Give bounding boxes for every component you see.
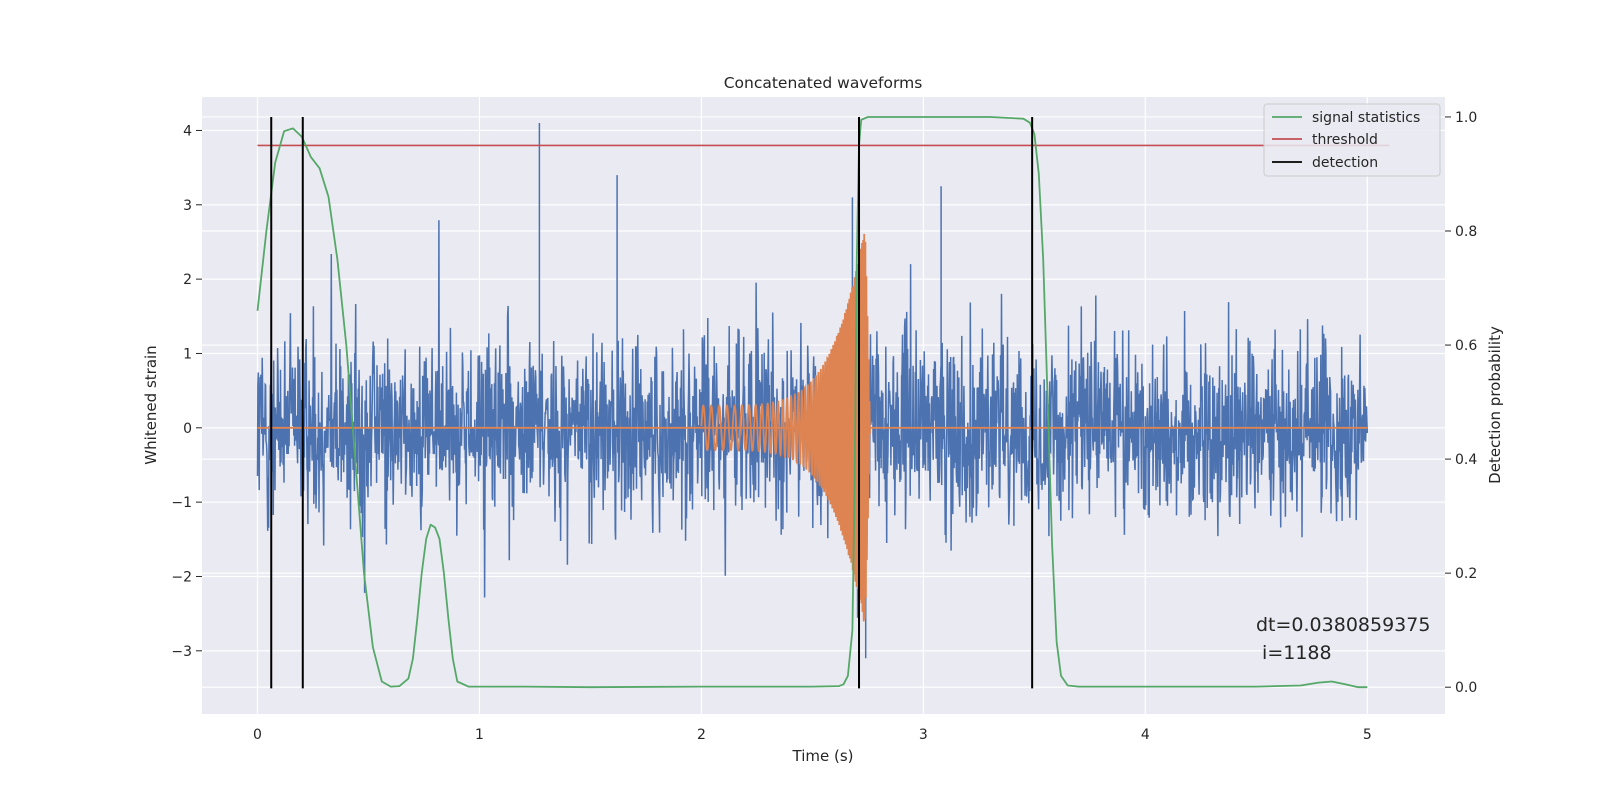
y-tick-label: 0 <box>183 421 192 437</box>
y2-tick-label: 0.6 <box>1455 338 1477 354</box>
x-tick-label: 0 <box>253 727 262 743</box>
legend-label-detection: detection <box>1312 155 1378 171</box>
annotation-dt: dt=0.0380859375 <box>1256 614 1430 636</box>
y-tick-label: 4 <box>183 123 192 139</box>
chart-title: Concatenated waveforms <box>724 74 923 92</box>
x-tick-label: 3 <box>919 727 928 743</box>
x-tick-label: 4 <box>1141 727 1150 743</box>
y-tick-label: 2 <box>183 272 192 288</box>
probability-layer <box>256 116 1390 689</box>
x-tick-label: 2 <box>697 727 706 743</box>
y-tick-label: 3 <box>183 198 192 214</box>
legend-label-threshold: threshold <box>1312 132 1378 148</box>
y2-tick-label: 0.2 <box>1455 566 1477 582</box>
y-tick-label: −3 <box>171 644 192 660</box>
signal-statistics-line <box>256 116 1368 689</box>
injection-series <box>257 233 1368 622</box>
y-tick-label: −1 <box>171 495 192 511</box>
x-tick-label: 1 <box>475 727 484 743</box>
injection-chirp-line <box>700 233 871 622</box>
legend-box <box>1263 103 1441 177</box>
y2-axis-label: Detection probability <box>1486 326 1504 484</box>
legend: signal statistics threshold detection <box>1263 103 1441 177</box>
axis-ticks: 0 1 2 3 4 5 −3 −2 −1 0 1 2 3 4 0.0 0.2 0.4 0.6 0.8 1.0 <box>171 110 1477 743</box>
x-tick-label: 5 <box>1363 727 1372 743</box>
y2-tick-label: 0.0 <box>1455 680 1477 696</box>
y2-tick-label: 0.4 <box>1455 452 1477 468</box>
y-tick-label: 1 <box>183 346 192 362</box>
legend-label-statistics: signal statistics <box>1312 110 1420 126</box>
y-tick-label: −2 <box>171 569 192 585</box>
x-axis-label: Time (s) <box>792 747 854 765</box>
y2-tick-label: 0.8 <box>1455 224 1477 240</box>
y-axis-label: Whitened strain <box>142 345 160 464</box>
annotation-index: i=1188 <box>1256 642 1332 664</box>
y2-tick-label: 1.0 <box>1455 110 1477 126</box>
